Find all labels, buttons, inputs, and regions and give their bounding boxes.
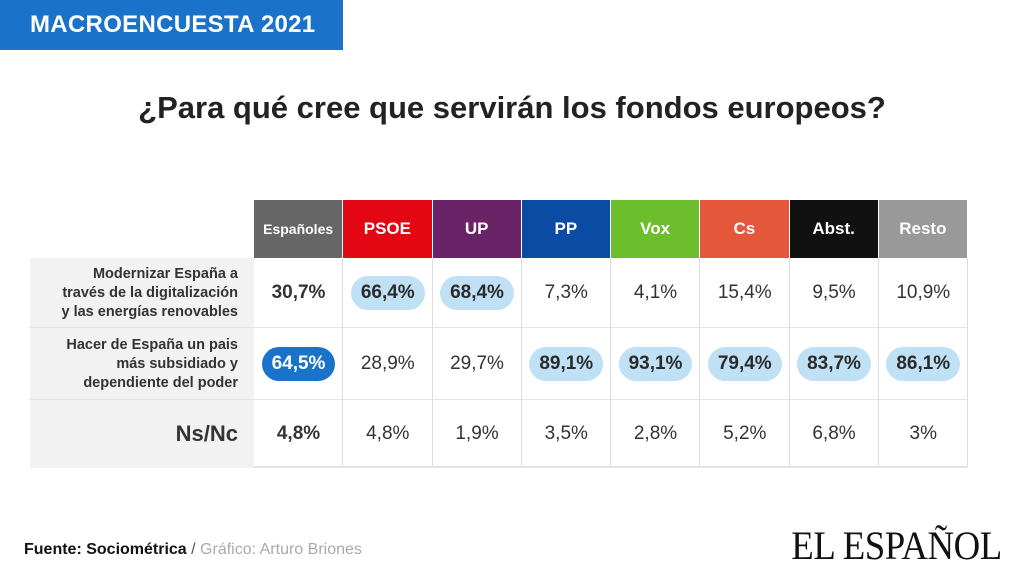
table-cell: 4,8% — [254, 400, 343, 468]
el-espanol-logo: EL ESPAÑOL — [791, 523, 1003, 568]
row-label-line: dependiente del poder — [83, 374, 238, 391]
table-cell: 4,8% — [343, 400, 432, 468]
column-header-6: Abst. — [789, 200, 878, 258]
column-header-0: Españoles — [254, 200, 343, 258]
column-separator — [342, 258, 344, 468]
value-text: 5,2% — [723, 423, 767, 444]
column-separator — [788, 258, 790, 468]
footer: Fuente: Sociométrica / Gráfico: Arturo B… — [24, 541, 362, 559]
table-cell: 83,7% — [790, 328, 879, 400]
row-label-text: Hacer de España un pais más subsidiado y d… — [66, 336, 238, 393]
chart-title: ¿Para qué cree que servirán los fondos e… — [138, 90, 886, 125]
value-text: 15,4% — [717, 282, 772, 303]
table-cell: 5,2% — [700, 400, 789, 468]
value-text: 2,8% — [633, 423, 678, 444]
table-cell: 3,5% — [522, 400, 611, 468]
value-text: 1,9% — [455, 423, 499, 444]
table-cell: 3% — [879, 400, 968, 468]
value-highlight: 83,7% — [797, 347, 871, 381]
value-text: 9,5% — [812, 282, 856, 303]
source-text: Fuente: Sociométrica — [24, 541, 187, 558]
table-cell: 89,1% — [522, 328, 611, 400]
results-table: Españoles PSOE UP PP Vox Cs Abst. Resto Moderniz… — [30, 200, 968, 468]
row-label-line: través de la digitalización — [62, 284, 238, 301]
column-separator — [520, 258, 522, 468]
table-cell: 66,4% — [343, 258, 432, 328]
table-cell: 4,1% — [611, 258, 700, 328]
value-text: 28,9% — [360, 353, 415, 374]
value-text: 7,3% — [544, 282, 588, 303]
value-highlight: 79,4% — [707, 347, 782, 381]
value-text: 4,8% — [366, 423, 410, 444]
table-cell: 79,4% — [700, 328, 789, 400]
row-data-area-2 — [254, 400, 968, 468]
row-label-0: Modernizar España a través de la digitali… — [30, 258, 254, 328]
column-separator — [431, 258, 433, 468]
row-label-line: Modernizar España a — [92, 265, 238, 282]
column-separator — [699, 258, 701, 468]
row-label-text: Ns/Nc — [176, 421, 238, 447]
column-separator — [877, 258, 879, 468]
column-header-5: Cs — [700, 200, 789, 258]
credit-text: Gráfico: Arturo Briones — [200, 541, 362, 558]
survey-tag: MACROENCUESTA 2021 — [0, 0, 343, 50]
row-label-text: Modernizar España a través de la digitali… — [61, 265, 238, 322]
table-cell: 28,9% — [343, 328, 432, 400]
row-label-line: más subsidiado y — [116, 355, 238, 372]
column-header-3: PP — [521, 200, 610, 258]
table-bottom-border — [254, 466, 968, 468]
table-cell: 9,5% — [790, 258, 879, 328]
value-highlight: 66,4% — [350, 276, 425, 310]
table-cell: 7,3% — [522, 258, 611, 328]
value-highlight: 68,4% — [440, 276, 514, 310]
value-text: 29,7% — [450, 353, 504, 374]
column-header-1: PSOE — [343, 200, 432, 258]
value-highlight: 89,1% — [529, 347, 604, 381]
table-cell: 10,9% — [879, 258, 968, 328]
table-cell: 93,1% — [611, 328, 700, 400]
value-text: 30,7% — [271, 282, 326, 303]
value-text: 4,8% — [276, 423, 321, 444]
table-cell: 1,9% — [433, 400, 522, 468]
table-cell: 2,8% — [611, 400, 700, 468]
table-cell: 68,4% — [433, 258, 522, 328]
column-header-7: Resto — [878, 200, 967, 258]
value-text: 10,9% — [896, 282, 951, 303]
value-highlight: 86,1% — [886, 347, 961, 381]
value-text: 3,5% — [544, 423, 588, 444]
table-cell: 64,5% — [254, 328, 343, 400]
footer-separator: / — [186, 541, 201, 558]
row-label-1: Hacer de España un pais más subsidiado y d… — [30, 328, 254, 400]
value-highlight: 64,5% — [261, 347, 336, 381]
table-cell: 29,7% — [433, 328, 522, 400]
value-text: 4,1% — [633, 282, 678, 303]
value-text: 3% — [909, 423, 937, 444]
column-header-2: UP — [432, 200, 521, 258]
table-cell: 6,8% — [790, 400, 879, 468]
row-label-line: y las energías renovables — [61, 303, 238, 320]
row-label-2: Ns/Nc — [30, 400, 254, 468]
table-right-border — [967, 258, 968, 468]
table-cell: 30,7% — [254, 258, 343, 328]
row-label-line: Ns/Nc — [175, 421, 238, 446]
table-cell: 15,4% — [700, 258, 789, 328]
column-separator — [610, 258, 611, 468]
value-highlight: 93,1% — [618, 347, 693, 381]
row-label-line: Hacer de España un pais — [66, 336, 238, 353]
table-cell: 86,1% — [879, 328, 968, 400]
column-header-4: Vox — [611, 200, 700, 258]
value-text: 6,8% — [812, 423, 856, 444]
